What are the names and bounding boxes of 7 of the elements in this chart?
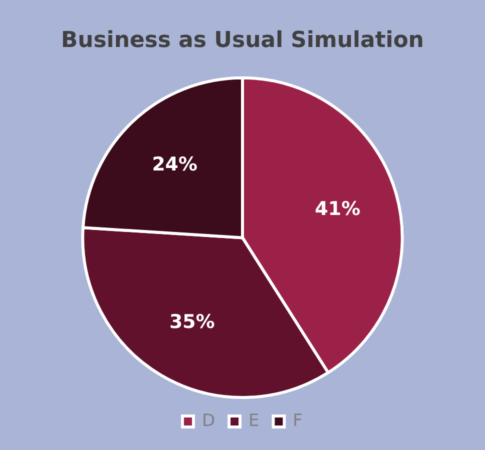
legend-label: F [292, 410, 303, 431]
data-label: 41% [314, 198, 360, 220]
chart-title: Business as Usual Simulation [61, 28, 424, 53]
legend-label: E [248, 410, 260, 431]
data-label: 24% [152, 153, 198, 176]
data-label: 35% [169, 310, 215, 333]
legend-label: D [202, 410, 216, 431]
